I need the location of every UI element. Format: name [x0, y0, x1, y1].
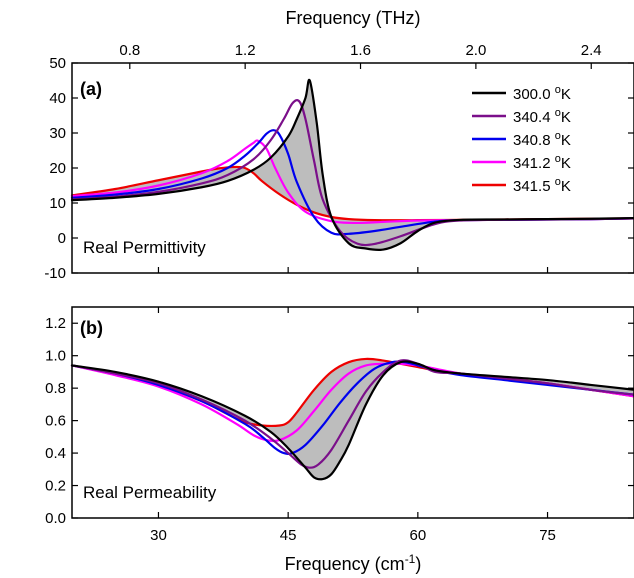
bottom-axis-tick-label: 75	[539, 527, 556, 544]
bottom-axis-tick-label: 45	[280, 527, 297, 544]
permeability-panel: 0.0 0.2 0.4 0.6 0.8 1.0 1.2 30 45 60 75 (b) Real …	[45, 306, 634, 574]
permeability-line-300-0-k	[70, 360, 634, 481]
permeability-y-tick-label: 0.8	[45, 380, 66, 397]
permeability-series-lines	[70, 357, 634, 481]
permittivity-y-tick-label: 30	[49, 125, 66, 142]
top-axis-tick-label: 2.0	[465, 42, 486, 59]
permeability-line-340-8-k	[70, 360, 634, 455]
legend: 300.0 oK 340.4 oK 340.8 oK 341.2 oK 341.5 oK	[472, 84, 571, 195]
legend-label-340-4-k: 340.4 oK	[513, 107, 571, 126]
permeability-x-axis: 30 45 60 75	[150, 307, 556, 544]
legend-label-341-5-k: 341.5 oK	[513, 176, 571, 195]
permittivity-y-tick-label: -10	[44, 265, 66, 282]
permeability-y-tick-label: 0.4	[45, 445, 66, 462]
permittivity-y-tick-label: 40	[49, 90, 66, 107]
permeability-shaded-band	[72, 358, 634, 480]
permittivity-y-tick-label: 10	[49, 195, 66, 212]
bottom-axis-tick-label: 30	[150, 527, 167, 544]
permittivity-panel: -10 0 10 20 30 40 50 0.8 1.2 1.6 2.0 2.4 Frequency…	[44, 8, 634, 282]
top-axis-tick-label: 0.8	[119, 42, 140, 59]
legend-label-341-2-k: 341.2 oK	[513, 153, 571, 172]
permittivity-y-tick-label: 0	[58, 230, 66, 247]
panel-b-label: (b)	[80, 318, 103, 338]
permeability-y-tick-label: 0.6	[45, 413, 66, 430]
top-axis-tick-label: 2.4	[581, 42, 602, 59]
top-axis-label: Frequency (THz)	[285, 8, 420, 28]
permeability-y-tick-label: 0.2	[45, 478, 66, 495]
legend-label-300-0-k: 300.0 oK	[513, 84, 571, 103]
permeability-plot-frame	[71, 306, 634, 519]
bottom-axis-tick-label: 60	[410, 527, 427, 544]
permittivity-y-axis: -10 0 10 20 30 40 50	[44, 55, 634, 282]
top-axis-tick-label: 1.6	[350, 42, 371, 59]
panel-a-label: (a)	[80, 79, 102, 99]
permeability-band-fill	[72, 358, 634, 480]
permittivity-y-tick-label: 50	[49, 55, 66, 72]
permeability-y-tick-label: 1.0	[45, 348, 66, 365]
bottom-axis-label-close: )	[415, 554, 421, 574]
permeability-annotation: Real Permeability	[83, 483, 217, 502]
permittivity-y-tick-label: 20	[49, 160, 66, 177]
bottom-axis-label-exponent: -1	[405, 552, 416, 566]
permittivity-annotation: Real Permittivity	[83, 238, 206, 257]
top-axis-tick-label: 1.2	[235, 42, 256, 59]
permittivity-bottom-ticks	[157, 267, 549, 273]
permittivity-series-lines	[70, 78, 634, 252]
permittivity-top-axis: 0.8 1.2 1.6 2.0 2.4	[119, 42, 602, 69]
permeability-y-tick-label: 0.0	[45, 510, 66, 527]
bottom-axis-label: Frequency (cm-1)	[285, 552, 422, 574]
permeability-y-axis: 0.0 0.2 0.4 0.6 0.8 1.0 1.2	[45, 315, 634, 527]
permittivity-line-300-0-k	[70, 78, 634, 252]
bottom-axis-label-main: Frequency (cm	[285, 554, 405, 574]
legend-label-340-8-k: 340.8 oK	[513, 130, 571, 149]
permeability-y-tick-label: 1.2	[45, 315, 66, 332]
